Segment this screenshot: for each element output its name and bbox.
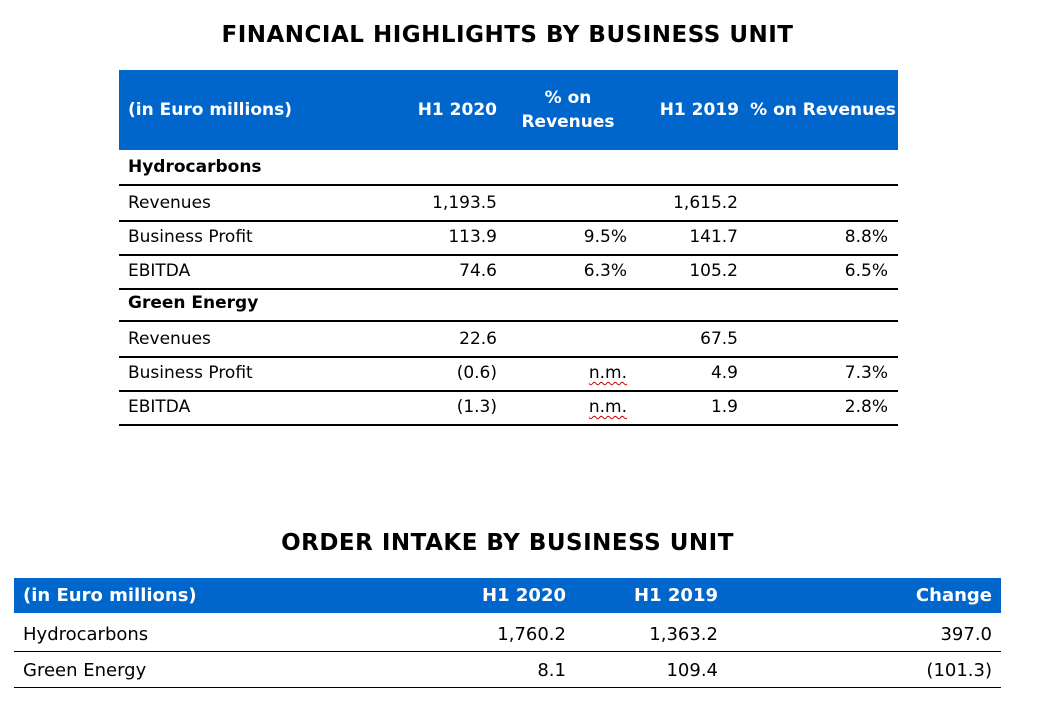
- cell-pct-2019: 6.5%: [844, 261, 888, 281]
- cell-h1-2020: (0.6): [456, 363, 497, 383]
- cell-h1-2020: 74.6: [459, 261, 497, 281]
- table-row: Green Energy 8.1 109.4 (101.3): [14, 653, 1001, 688]
- header-h1-2019: H1 2019: [659, 100, 739, 120]
- cell-h1-2019: 1.9: [710, 397, 738, 417]
- cell-pct-2020: [509, 322, 627, 356]
- table-row: EBITDA 74.6 6.3% 105.2 6.5%: [119, 254, 898, 290]
- row-label: EBITDA: [128, 261, 191, 281]
- row-label: EBITDA: [128, 397, 191, 417]
- cell-pct-2020: n.m.: [509, 390, 627, 424]
- row-label: Revenues: [128, 193, 211, 213]
- table-row: Business Profit (0.6) n.m. 4.9 7.3%: [119, 356, 898, 392]
- header-pct-2020: % on Revenues: [521, 88, 615, 132]
- row-label: Business Profit: [128, 227, 253, 247]
- table-row: Revenues 22.6 67.5: [119, 322, 898, 358]
- header-h1-2020: H1 2020: [482, 585, 566, 606]
- cell-pct-2019: 2.8%: [844, 397, 888, 417]
- cell-h1-2020: 113.9: [448, 227, 497, 247]
- cell-change: (101.3): [926, 660, 992, 681]
- header-pct-2019: % on Revenues: [750, 100, 896, 120]
- table-row: Revenues 1,193.5 1,615.2: [119, 186, 898, 222]
- row-label: Hydrocarbons: [23, 624, 149, 645]
- section-label: Hydrocarbons: [128, 157, 262, 177]
- header-h1-2019: H1 2019: [634, 585, 718, 606]
- table-row: Business Profit 113.9 9.5% 141.7 8.8%: [119, 220, 898, 256]
- cell-pct-2019: [749, 186, 888, 220]
- not-meaningful-text: n.m.: [588, 363, 627, 383]
- header-change: Change: [915, 585, 992, 606]
- cell-h1-2020: 1,193.5: [432, 193, 497, 213]
- not-meaningful-text: n.m.: [588, 397, 627, 417]
- financial-highlights-title: FINANCIAL HIGHLIGHTS BY BUSINESS UNIT: [221, 22, 794, 48]
- row-label: Revenues: [128, 329, 211, 349]
- section-row: Green Energy: [119, 286, 898, 322]
- section-label: Green Energy: [128, 293, 259, 313]
- header-h1-2020: H1 2020: [417, 100, 497, 120]
- section-row: Hydrocarbons: [119, 150, 898, 186]
- table-header: (in Euro millions) H1 2020 % on Revenues…: [119, 70, 898, 150]
- cell-h1-2019: 4.9: [710, 363, 738, 383]
- cell-h1-2019: 1,615.2: [673, 193, 738, 213]
- cell-pct-2020: [509, 186, 627, 220]
- cell-h1-2019: 105.2: [689, 261, 738, 281]
- row-label: Business Profit: [128, 363, 253, 383]
- cell-pct-2020: n.m.: [509, 356, 627, 390]
- table-row: EBITDA (1.3) n.m. 1.9 2.8%: [119, 390, 898, 426]
- cell-pct-2019: [749, 322, 888, 356]
- cell-h1-2020: 22.6: [459, 329, 497, 349]
- table-header: (in Euro millions) H1 2020 H1 2019 Chang…: [14, 578, 1001, 613]
- cell-h1-2019: 109.4: [666, 660, 718, 681]
- cell-pct-2019: 7.3%: [844, 363, 888, 383]
- cell-h1-2020: 8.1: [537, 660, 566, 681]
- cell-pct-2020: 6.3%: [583, 261, 627, 281]
- cell-h1-2019: 67.5: [700, 329, 738, 349]
- header-units: (in Euro millions): [23, 585, 197, 606]
- cell-change: 397.0: [940, 624, 992, 645]
- header-units: (in Euro millions): [128, 100, 293, 120]
- header-divider: [667, 150, 898, 153]
- cell-h1-2019: 141.7: [689, 227, 738, 247]
- order-intake-title: ORDER INTAKE BY BUSINESS UNIT: [281, 530, 734, 556]
- cell-h1-2020: 1,760.2: [497, 624, 566, 645]
- cell-h1-2019: 1,363.2: [649, 624, 718, 645]
- cell-h1-2020: (1.3): [456, 397, 497, 417]
- table-row: Hydrocarbons 1,760.2 1,363.2 397.0: [14, 617, 1001, 652]
- cell-pct-2020: 9.5%: [583, 227, 627, 247]
- row-label: Green Energy: [23, 660, 147, 681]
- cell-pct-2019: 8.8%: [844, 227, 888, 247]
